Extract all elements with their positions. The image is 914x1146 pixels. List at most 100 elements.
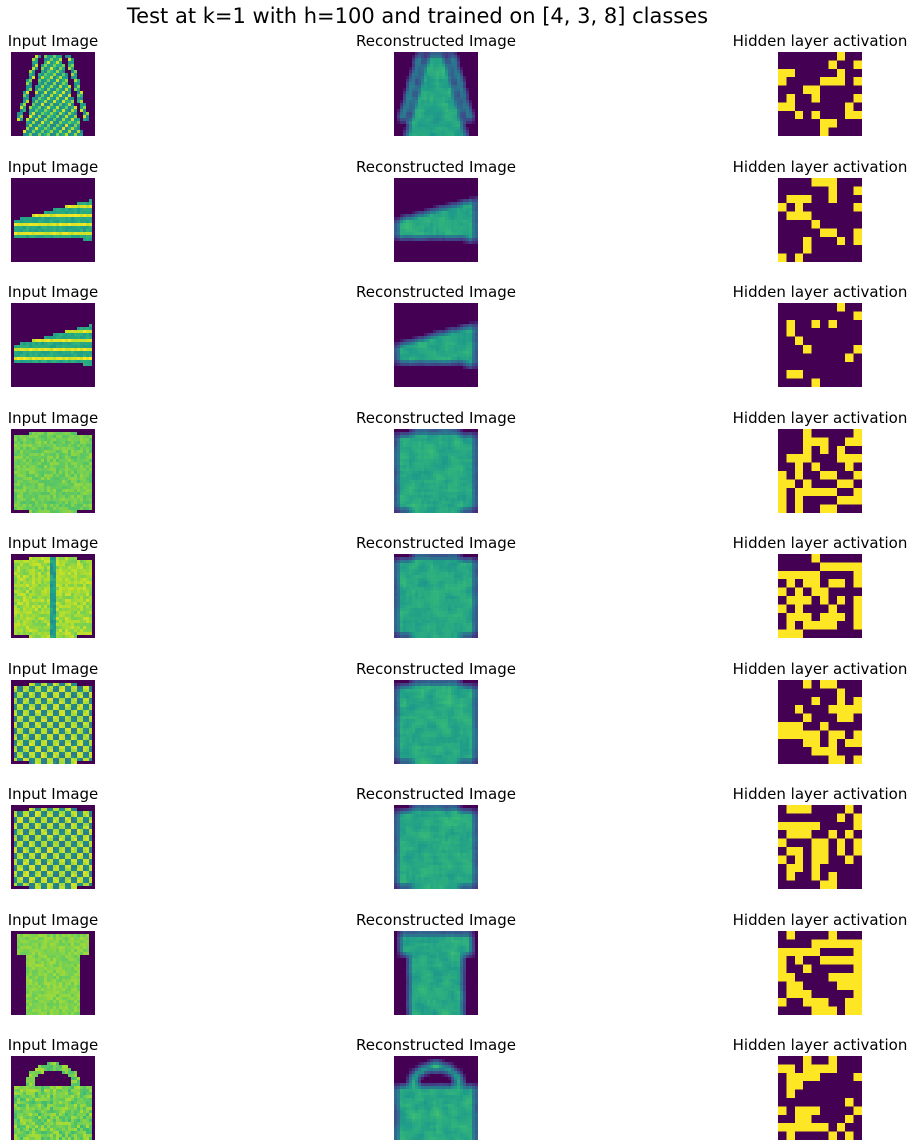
hidden-unit-cell xyxy=(794,60,804,69)
hidden-unit-cell xyxy=(811,202,821,212)
hidden-unit-cell xyxy=(794,77,804,86)
hidden-unit-cell xyxy=(786,478,795,488)
hidden-unit-cell xyxy=(836,596,846,605)
hidden-unit-cell xyxy=(853,679,862,689)
hidden-unit-cell xyxy=(778,955,787,965)
hidden-unit-cell xyxy=(778,185,787,195)
hidden-unit-cell xyxy=(803,487,812,496)
hidden-unit-cell xyxy=(811,428,821,438)
hidden-unit-cell xyxy=(828,102,837,111)
hidden-unit-cell xyxy=(836,612,846,622)
hidden-unit-cell xyxy=(803,621,812,630)
hidden-unit-cell xyxy=(811,319,821,329)
hidden-unit-cell xyxy=(803,554,812,563)
hidden-unit-cell xyxy=(794,478,804,488)
hidden-unit-cell xyxy=(853,60,862,69)
hidden-unit-cell xyxy=(794,504,804,513)
hidden-unit-cell xyxy=(778,947,787,956)
hidden-unit-cell xyxy=(803,1114,812,1124)
hidden-unit-cell xyxy=(828,947,837,956)
panel-title: Input Image xyxy=(7,157,99,176)
hidden-unit-cell xyxy=(786,227,795,237)
hidden-unit-cell xyxy=(811,77,821,86)
hidden-unit-cell xyxy=(853,863,862,873)
hidden-unit-cell xyxy=(811,311,821,320)
hidden-unit-cell xyxy=(828,629,837,638)
hidden-unit-cell xyxy=(828,453,837,463)
hidden-unit-cell xyxy=(786,236,795,245)
input-image xyxy=(11,1056,95,1140)
hidden-unit-cell xyxy=(836,253,846,262)
hidden-unit-cell xyxy=(778,813,787,822)
hidden-unit-cell xyxy=(853,964,862,973)
hidden-unit-cell xyxy=(803,704,812,714)
hidden-unit-cell xyxy=(794,955,804,965)
hidden-unit-cell xyxy=(794,436,804,446)
hidden-unit-cell xyxy=(820,303,829,312)
hidden-unit-cell xyxy=(828,478,837,488)
hidden-unit-cell xyxy=(778,989,787,998)
hidden-unit-cell xyxy=(803,361,812,371)
hidden-unit-cell xyxy=(811,361,821,371)
hidden-unit-cell xyxy=(845,127,854,136)
hidden-unit-cell xyxy=(828,319,837,329)
hidden-unit-cell xyxy=(803,855,812,864)
hidden-unit-cell xyxy=(820,880,829,889)
input-image xyxy=(11,679,95,764)
hidden-unit-cell xyxy=(845,428,854,438)
hidden-unit-cell xyxy=(828,68,837,78)
hidden-unit-cell xyxy=(786,562,795,571)
hidden-unit-cell xyxy=(820,872,829,881)
hidden-unit-cell xyxy=(794,127,804,136)
hidden-unit-cell xyxy=(778,453,787,463)
hidden-unit-cell xyxy=(853,370,862,379)
panel-title: Hidden layer activation xyxy=(732,910,908,929)
hidden-unit-cell xyxy=(836,378,846,387)
input-image xyxy=(11,930,95,1015)
hidden-unit-cell xyxy=(836,1064,846,1073)
hidden-unit-cell xyxy=(836,687,846,697)
hidden-unit-cell xyxy=(778,855,787,864)
hidden-unit-cell xyxy=(820,821,829,831)
hidden-unit-cell xyxy=(836,880,846,889)
hidden-unit-cell xyxy=(845,370,854,379)
hidden-unit-cell xyxy=(836,755,846,764)
hidden-unit-cell xyxy=(803,428,812,438)
hidden-unit-cell xyxy=(828,185,837,195)
hidden-unit-cell xyxy=(836,679,846,689)
hidden-unit-cell xyxy=(794,1123,804,1132)
hidden-unit-cell xyxy=(778,470,787,480)
hidden-unit-cell xyxy=(836,855,846,864)
hidden-unit-cell xyxy=(786,713,795,722)
hidden-unit-cell xyxy=(811,972,821,982)
hidden-unit-cell xyxy=(794,487,804,496)
hidden-unit-cell xyxy=(845,805,854,814)
hidden-unit-cell xyxy=(778,587,787,597)
panel-title: Reconstructed Image xyxy=(356,157,516,176)
hidden-unit-cell xyxy=(778,696,787,705)
hidden-unit-cell xyxy=(820,855,829,864)
hidden-unit-cell xyxy=(811,1006,821,1015)
hidden-unit-cell xyxy=(811,863,821,873)
hidden-unit-cell xyxy=(820,110,829,120)
hidden-unit-cell xyxy=(811,227,821,237)
hidden-unit-cell xyxy=(845,303,854,312)
hidden-unit-cell xyxy=(853,880,862,889)
hidden-unit-cell xyxy=(828,696,837,705)
hidden-unit-cell xyxy=(794,872,804,881)
hidden-unit-cell xyxy=(811,612,821,622)
hidden-unit-cell xyxy=(820,687,829,697)
hidden-unit-cell xyxy=(778,679,787,689)
hidden-unit-cell xyxy=(820,1089,829,1099)
hidden-unit-cell xyxy=(845,227,854,237)
panel-title: Input Image xyxy=(7,32,99,50)
hidden-unit-cell xyxy=(794,253,804,262)
panel-title: Hidden layer activation xyxy=(732,408,908,427)
hidden-unit-cell xyxy=(820,504,829,513)
hidden-unit-cell xyxy=(820,596,829,605)
panel-title: Reconstructed Image xyxy=(356,32,516,50)
hidden-unit-cell xyxy=(786,370,795,379)
panel-title: Input Image xyxy=(7,1036,99,1054)
hidden-unit-cell xyxy=(836,813,846,822)
reconstructed-image xyxy=(394,1056,478,1140)
